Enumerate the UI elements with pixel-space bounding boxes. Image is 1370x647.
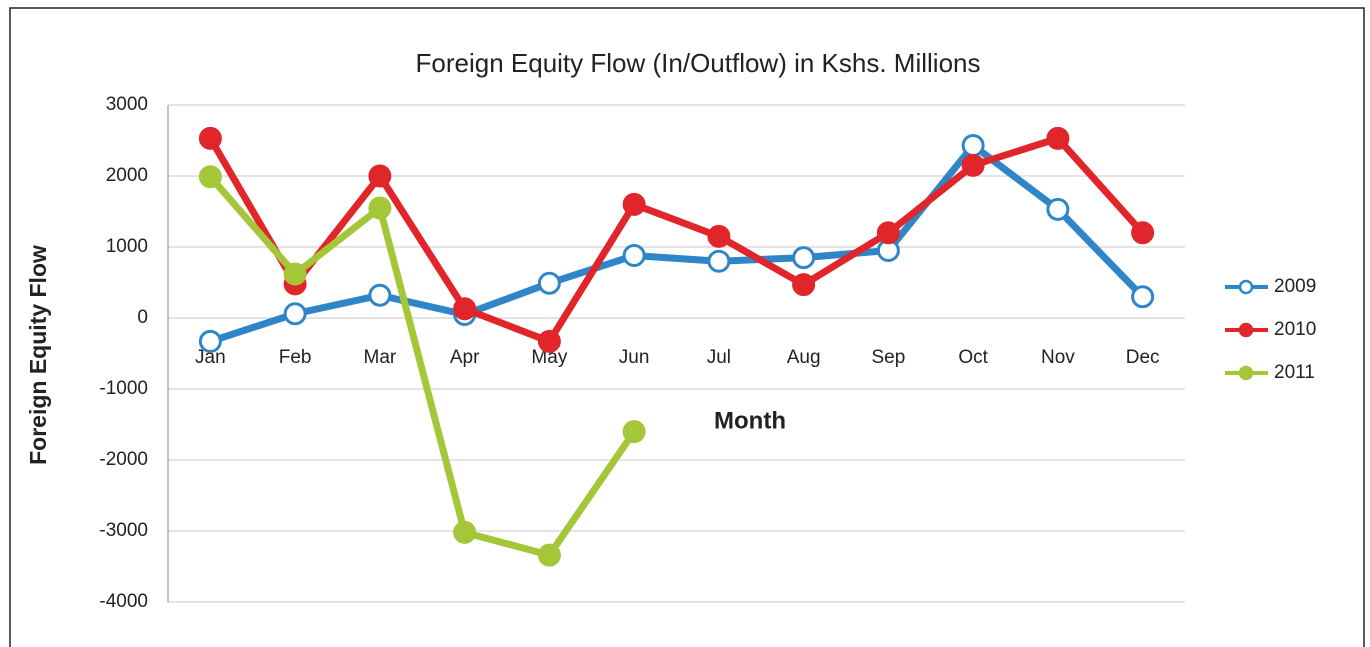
data-point bbox=[961, 133, 985, 157]
data-point bbox=[537, 271, 561, 295]
data-point bbox=[1131, 285, 1155, 309]
y-tick-label: 3000 bbox=[106, 94, 148, 115]
data-point bbox=[876, 221, 900, 245]
data-point bbox=[368, 164, 392, 188]
data-point bbox=[622, 420, 646, 444]
x-tick-label: Aug bbox=[787, 347, 821, 368]
data-point bbox=[453, 297, 477, 321]
x-tick-label: Mar bbox=[364, 347, 397, 368]
data-point bbox=[537, 329, 561, 353]
y-tick-label: -2000 bbox=[99, 449, 148, 470]
x-tick-label: Oct bbox=[958, 347, 988, 368]
data-point bbox=[792, 246, 816, 270]
chart-title: Foreign Equity Flow (In/Outflow) in Kshs… bbox=[416, 48, 981, 78]
y-axis-title: Foreign Equity Flow bbox=[25, 245, 51, 465]
x-tick-label: Apr bbox=[450, 347, 480, 368]
data-point bbox=[283, 262, 307, 286]
chart-border bbox=[9, 7, 1365, 647]
legend-marker bbox=[1238, 322, 1254, 338]
data-point bbox=[283, 302, 307, 326]
x-tick-label: Dec bbox=[1126, 347, 1160, 368]
data-point bbox=[1131, 221, 1155, 245]
data-point bbox=[198, 165, 222, 189]
x-tick-label: Nov bbox=[1041, 347, 1075, 368]
series-line bbox=[207, 174, 638, 559]
legend-label: 2011 bbox=[1274, 362, 1315, 383]
data-point bbox=[368, 196, 392, 220]
legend-label: 2009 bbox=[1274, 276, 1316, 297]
y-tick-label: 0 bbox=[137, 307, 148, 328]
y-tick-label: -1000 bbox=[99, 378, 148, 399]
data-point bbox=[622, 244, 646, 268]
data-point bbox=[198, 126, 222, 150]
data-point bbox=[961, 153, 985, 177]
data-point bbox=[198, 329, 222, 353]
legend-marker bbox=[1238, 279, 1254, 295]
data-point bbox=[453, 520, 477, 544]
legend-label: 2010 bbox=[1274, 319, 1316, 340]
x-tick-label: Feb bbox=[279, 347, 312, 368]
x-axis-title: Month bbox=[714, 407, 786, 434]
x-tick-label: May bbox=[531, 347, 567, 368]
legend-marker bbox=[1238, 365, 1254, 381]
y-tick-label: 1000 bbox=[106, 236, 148, 257]
series-line bbox=[209, 141, 1146, 345]
data-point bbox=[368, 283, 392, 307]
data-point bbox=[707, 249, 731, 273]
data-point bbox=[622, 192, 646, 216]
y-tick-label: -4000 bbox=[99, 591, 148, 612]
x-tick-label: Jan bbox=[195, 347, 226, 368]
data-point bbox=[1046, 126, 1070, 150]
data-point bbox=[1046, 197, 1070, 221]
x-tick-label: Jun bbox=[619, 347, 650, 368]
y-tick-label: -3000 bbox=[99, 520, 148, 541]
x-tick-label: Jul bbox=[707, 347, 731, 368]
series-line bbox=[207, 134, 1146, 345]
data-point bbox=[537, 543, 561, 567]
data-point bbox=[707, 224, 731, 248]
data-point bbox=[792, 273, 816, 297]
x-tick-label: Sep bbox=[871, 347, 905, 368]
y-tick-label: 2000 bbox=[106, 165, 148, 186]
